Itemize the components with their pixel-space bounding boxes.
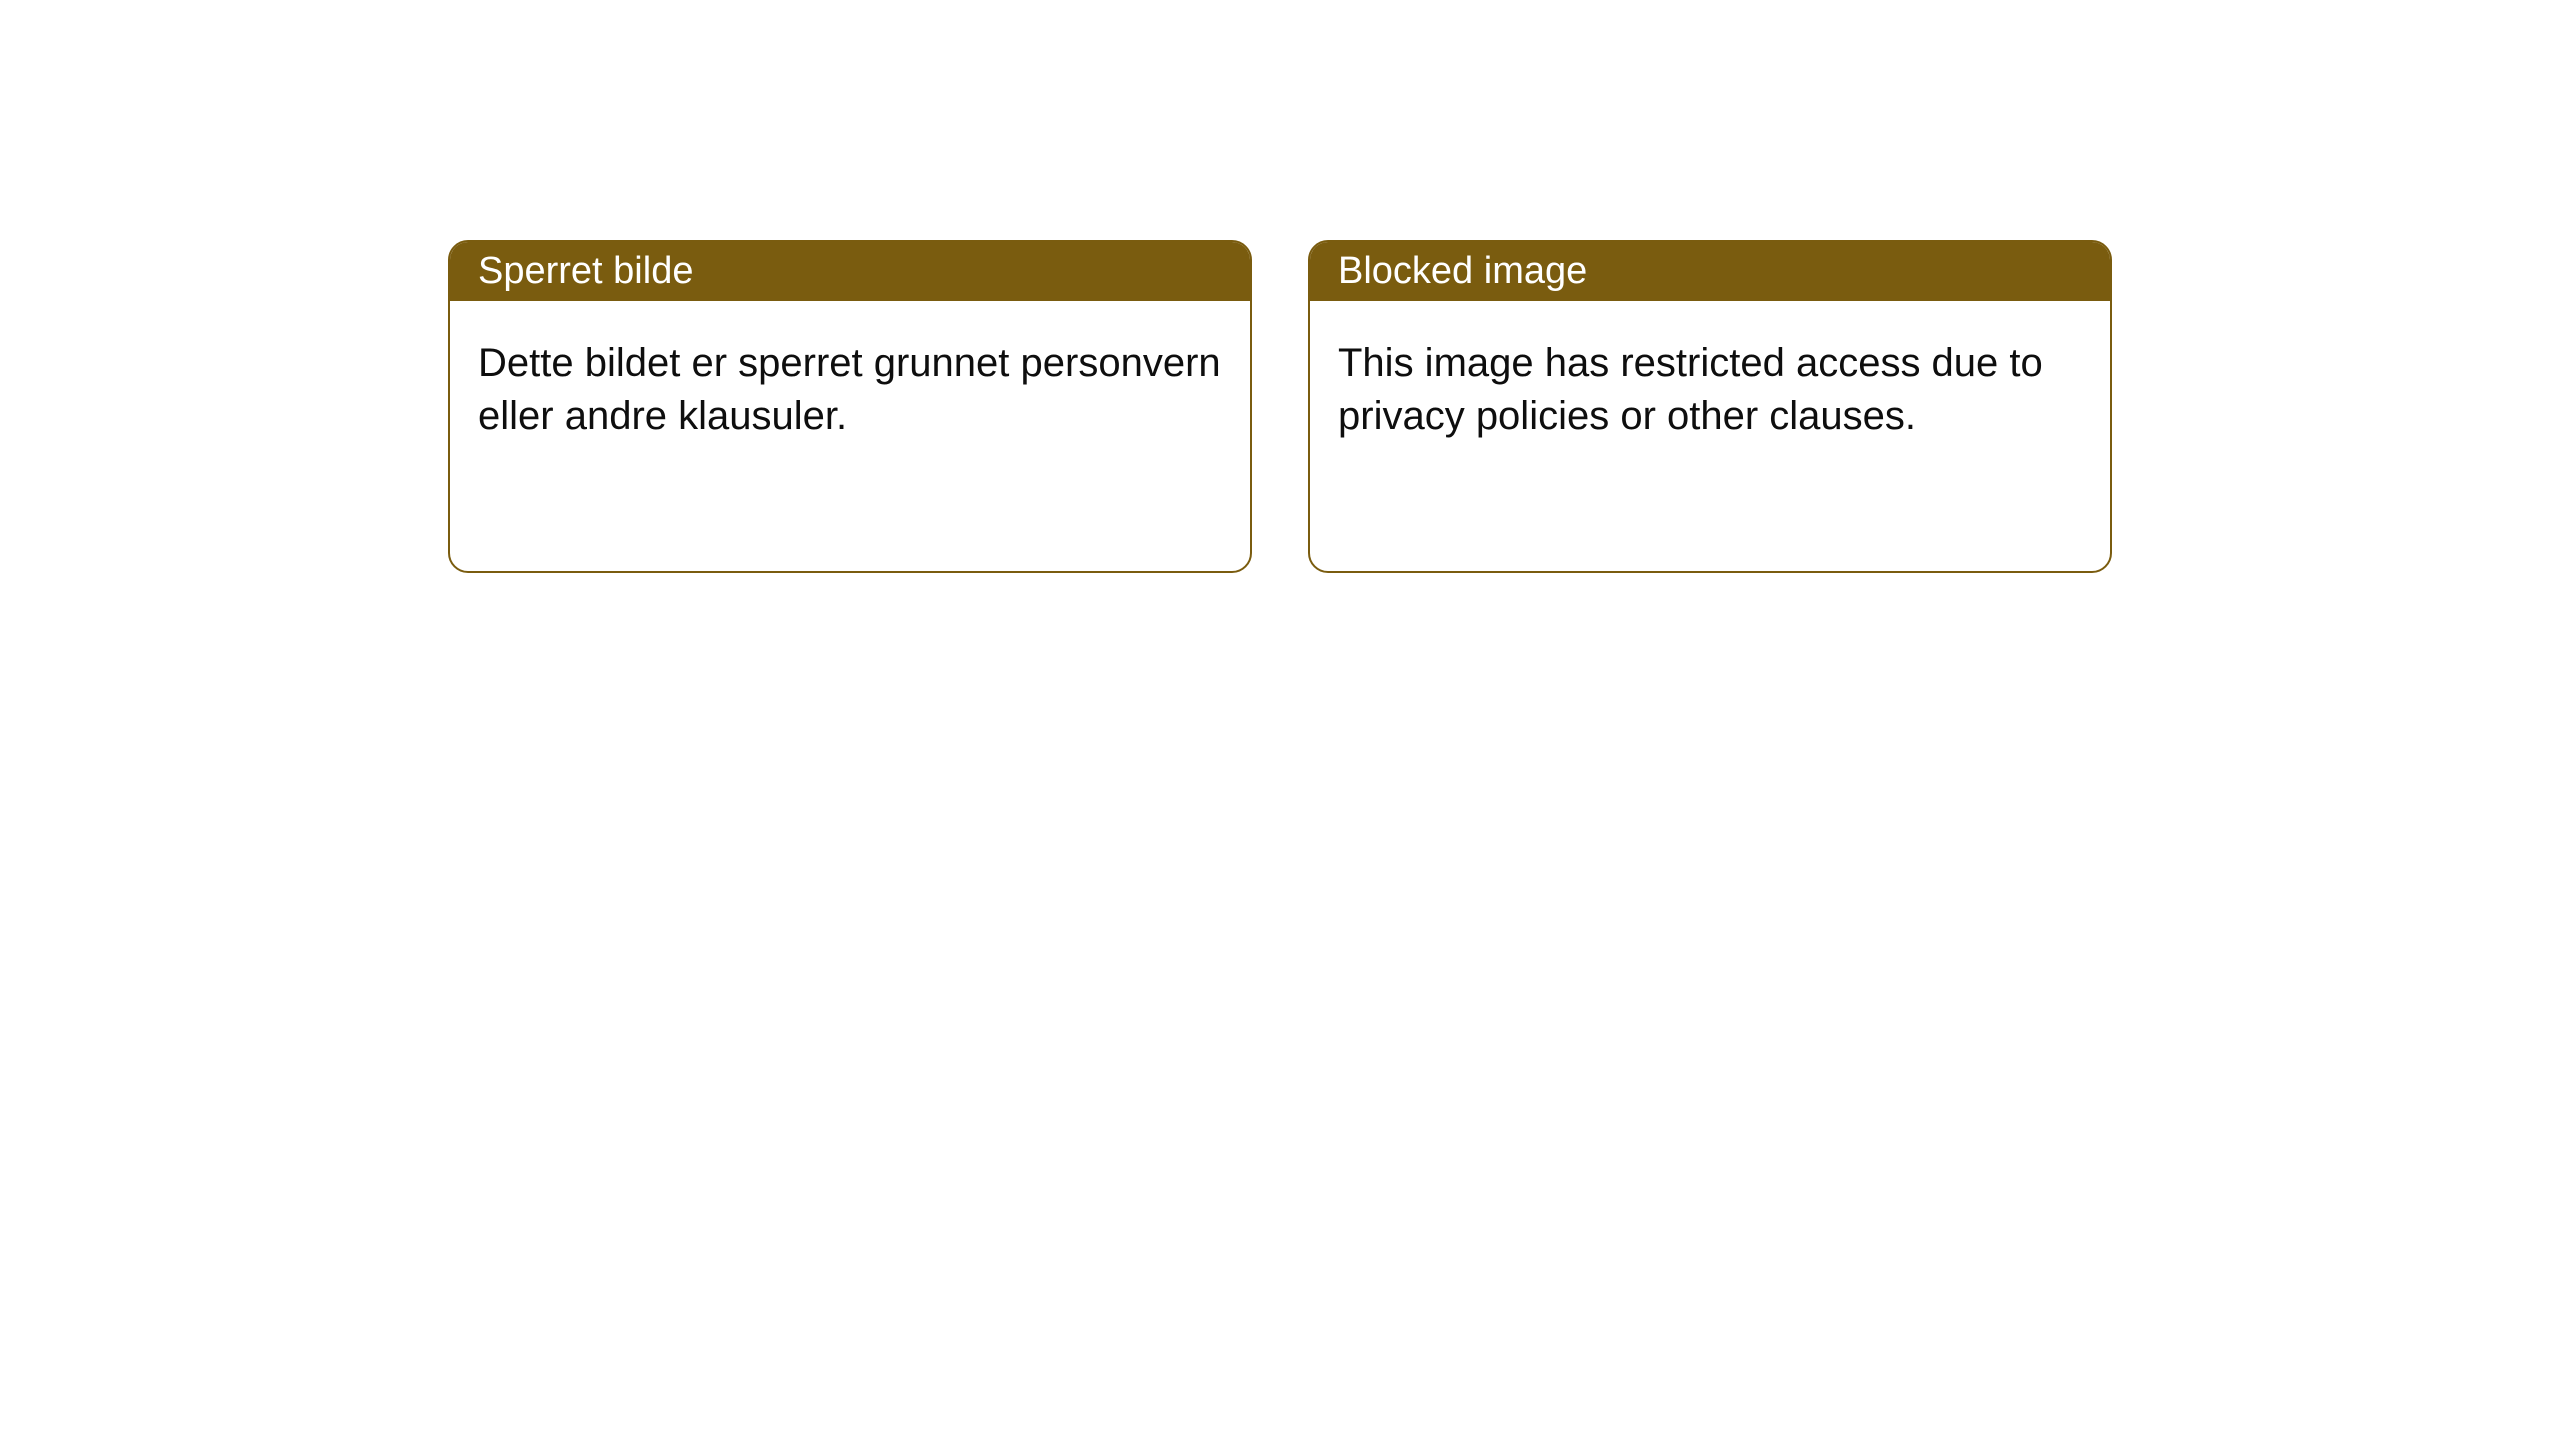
notice-header: Sperret bilde xyxy=(450,242,1250,301)
notice-container: Sperret bilde Dette bildet er sperret gr… xyxy=(0,0,2560,573)
notice-card-norwegian: Sperret bilde Dette bildet er sperret gr… xyxy=(448,240,1252,573)
notice-body: This image has restricted access due to … xyxy=(1310,301,2110,571)
notice-header: Blocked image xyxy=(1310,242,2110,301)
notice-card-english: Blocked image This image has restricted … xyxy=(1308,240,2112,573)
notice-body: Dette bildet er sperret grunnet personve… xyxy=(450,301,1250,571)
